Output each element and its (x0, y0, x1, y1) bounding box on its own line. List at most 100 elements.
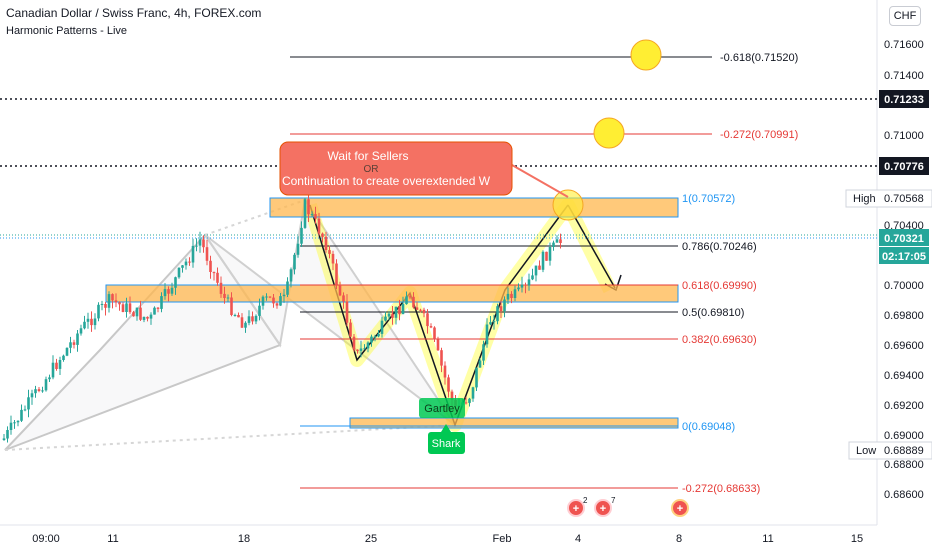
target-circle-upper[interactable] (630, 39, 662, 71)
candle-body (181, 265, 184, 268)
target-circle-current[interactable] (552, 189, 584, 221)
candle-body (419, 309, 422, 311)
candle-body (163, 289, 167, 297)
candle-body (328, 250, 331, 254)
middle-zone[interactable] (105, 284, 679, 303)
fib-lines (290, 56, 712, 489)
event-badge-3[interactable] (671, 499, 689, 517)
fib-label-0786: 0.786(0.70246) (682, 241, 757, 253)
candlesticks[interactable] (2, 194, 562, 443)
candle-body (300, 227, 303, 244)
candle-body (23, 409, 27, 411)
candle-body (415, 307, 419, 310)
currency-button[interactable]: CHF (889, 6, 921, 26)
fib-label-n0272: -0.272(0.70991) (720, 129, 798, 141)
support-zone[interactable] (349, 417, 679, 429)
callout-line-1: Wait for Sellers (328, 149, 409, 163)
candle-body (2, 438, 6, 440)
candle-body (212, 272, 216, 274)
candle-body (275, 303, 279, 306)
candle-body (478, 360, 482, 368)
high-label: High (853, 193, 876, 205)
candle-body (471, 387, 475, 399)
price-tick: 0.68600 (884, 489, 924, 501)
event-badge-1-icon: + (573, 503, 579, 515)
candle-body (552, 242, 555, 247)
candle-body (170, 287, 174, 294)
fib-label-1: 1(0.70572) (682, 193, 735, 205)
candle-body (27, 397, 30, 410)
candle-body (555, 239, 559, 243)
shark-label[interactable]: Shark (428, 424, 465, 454)
candle-body (226, 297, 230, 299)
candle-body (261, 296, 265, 306)
event-badges[interactable]: + 2 + 7 + (567, 496, 689, 517)
candle-body (149, 314, 153, 319)
candle-body (16, 420, 20, 423)
price-tick: 0.69200 (884, 400, 924, 412)
candle-body (13, 422, 16, 424)
price-tick: 0.69800 (884, 310, 924, 322)
low-tag[interactable]: Low 0.68889 (848, 441, 932, 460)
price-tick: 0.70000 (884, 280, 924, 292)
candle-body (398, 306, 401, 315)
gartley-badge (419, 398, 465, 418)
candle-body (97, 304, 100, 319)
candle-body (216, 272, 219, 283)
time-label: 09:00 (32, 533, 60, 545)
candle-body (114, 300, 118, 303)
candle-body (230, 297, 233, 315)
candle-body (139, 307, 142, 320)
callout-line-2: OR (364, 164, 379, 175)
low-tag-bg (848, 441, 932, 460)
event-badge-1[interactable] (567, 499, 585, 517)
price-line-upper-tag[interactable]: 0.71233 (879, 90, 929, 108)
tag-bg (879, 157, 929, 175)
candle-body (331, 253, 335, 264)
candle-body (65, 347, 69, 356)
candle-body (524, 284, 527, 286)
event-badge-2[interactable] (594, 499, 612, 517)
time-label: 15 (851, 533, 863, 545)
callout-note[interactable]: Wait for Sellers OR Continuation to crea… (279, 141, 569, 198)
candle-body (520, 284, 524, 288)
price-axis[interactable]: 0.71600 0.71400 0.71000 0.70400 0.70000 … (884, 39, 924, 501)
candle-body (317, 218, 321, 234)
candle-body (517, 287, 520, 290)
candle-body (58, 360, 62, 369)
candle-body (352, 336, 356, 350)
candle-body (384, 316, 387, 321)
time-axis[interactable]: 09:00 11 18 25 Feb 4 8 11 15 (32, 533, 863, 545)
candle-body (531, 275, 534, 280)
candle-body (41, 390, 44, 392)
candle-body (286, 281, 289, 295)
candle-body (426, 313, 429, 327)
fib-label-n0618: -0.618(0.71520) (720, 52, 798, 64)
candle-body (506, 293, 510, 300)
gartley-label[interactable]: Gartley (419, 398, 465, 418)
high-tag[interactable]: High 0.70568 (845, 189, 932, 208)
resistance-zone[interactable] (269, 197, 679, 218)
candle-body (387, 313, 391, 317)
price-tick: 0.71000 (884, 130, 924, 142)
candle-body (541, 251, 545, 270)
price-tick: 0.69600 (884, 340, 924, 352)
last-price-tag[interactable]: 0.70321 02:17:05 (879, 229, 929, 264)
gartley-text: Gartley (424, 403, 460, 415)
high-tag-bg (845, 189, 932, 208)
indicator-label[interactable]: Harmonic Patterns - Live (6, 25, 128, 37)
candle-body (265, 296, 268, 298)
candle-body (146, 316, 149, 319)
time-label: 25 (365, 533, 377, 545)
chart-title[interactable]: Canadian Dollar / Swiss Franc, 4h, FOREX… (6, 6, 262, 20)
price-tick: 0.69000 (884, 430, 924, 442)
price-line-lower-tag[interactable]: 0.70776 (879, 157, 929, 175)
high-value: 0.70568 (884, 193, 924, 205)
target-circle-middle[interactable] (593, 117, 625, 149)
shark-text: Shark (432, 438, 461, 450)
price-tick: 0.68800 (884, 459, 924, 471)
candle-body (135, 307, 139, 317)
candle-body (121, 304, 125, 312)
candle-body (296, 243, 300, 255)
